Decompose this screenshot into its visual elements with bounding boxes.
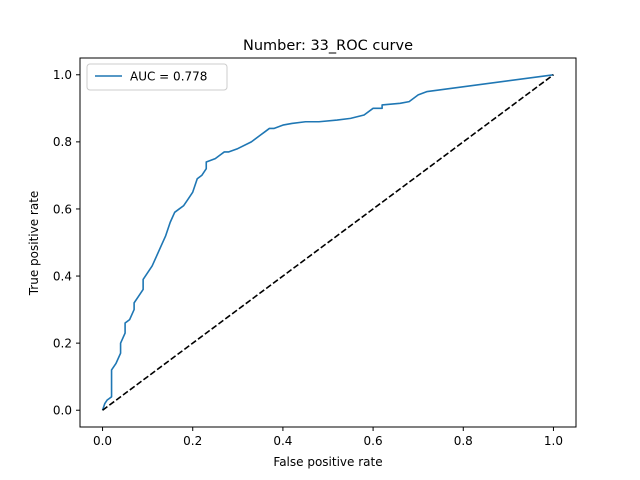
axes-frame bbox=[79, 57, 577, 428]
plot-area bbox=[79, 57, 577, 428]
legend-entry-label: AUC = 0.778 bbox=[130, 70, 207, 84]
roc-curve-line bbox=[101, 73, 554, 411]
y-tick-label: 0.0 bbox=[53, 404, 72, 418]
x-axis-label: False positive rate bbox=[273, 455, 382, 469]
x-tick-label: 1.0 bbox=[544, 434, 563, 448]
x-tick-label: 0.0 bbox=[93, 434, 112, 448]
chance-diagonal-line bbox=[102, 74, 554, 411]
chart-title: Number: 33_ROC curve bbox=[243, 38, 413, 54]
x-tick-label: 0.8 bbox=[454, 434, 473, 448]
y-axis: 0.0 0.2 0.4 0.6 0.8 1.0 bbox=[53, 68, 80, 418]
y-tick-label: 1.0 bbox=[53, 68, 72, 82]
y-tick-label: 0.4 bbox=[53, 269, 72, 283]
y-tick-label: 0.6 bbox=[53, 202, 72, 216]
y-axis-label: True positive rate bbox=[27, 191, 41, 297]
legend-box bbox=[86, 63, 228, 91]
x-tick-label: 0.6 bbox=[364, 434, 383, 448]
x-tick-label: 0.4 bbox=[273, 434, 292, 448]
y-tick-label: 0.8 bbox=[53, 135, 72, 149]
x-tick-label: 0.2 bbox=[183, 434, 202, 448]
x-axis: 0.0 0.2 0.4 0.6 0.8 1.0 bbox=[93, 427, 563, 448]
y-tick-label: 0.2 bbox=[53, 336, 72, 350]
legend: AUC = 0.778 bbox=[86, 63, 228, 91]
